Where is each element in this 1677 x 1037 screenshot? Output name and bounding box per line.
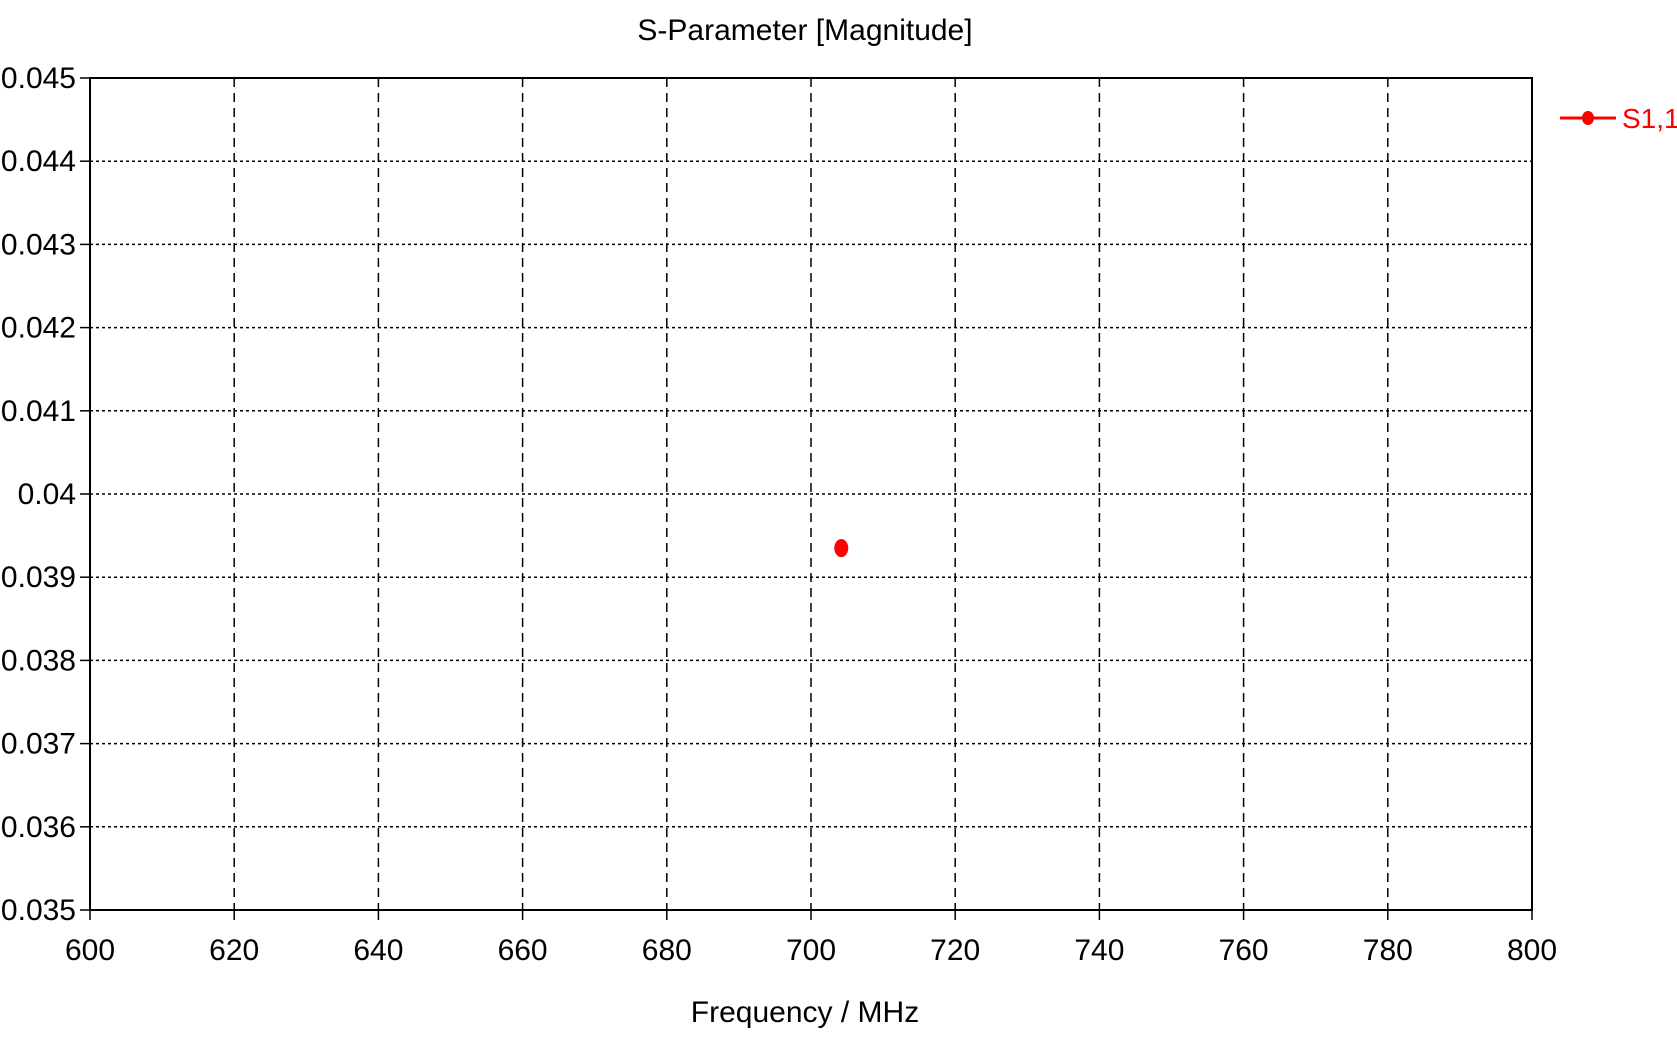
y-tick-label: 0.04 — [18, 478, 76, 511]
legend[interactable]: S1,1 — [1560, 103, 1677, 134]
y-tick-label: 0.038 — [1, 644, 76, 677]
y-tick-label: 0.042 — [1, 312, 76, 345]
x-tick-label: 600 — [65, 934, 115, 967]
y-tick-label: 0.036 — [1, 811, 76, 844]
chart-title: S-Parameter [Magnitude] — [637, 14, 972, 47]
data-point[interactable] — [834, 539, 849, 558]
legend-label: S1,1 — [1622, 103, 1677, 134]
y-tick-label: 0.041 — [1, 395, 76, 428]
x-tick-label: 780 — [1363, 934, 1413, 967]
y-tick-label: 0.045 — [1, 62, 76, 95]
y-axis: 0.035 0.036 0.037 0.038 0.039 0.04 0.041 0.042 0… — [1, 62, 90, 927]
x-tick-label: 660 — [498, 934, 548, 967]
y-tick-label: 0.035 — [1, 894, 76, 927]
x-axis: 600 620 640 660 680 700 720 740 760 780 800 — [65, 910, 1557, 967]
x-tick-label: 720 — [930, 934, 980, 967]
x-tick-label: 640 — [353, 934, 403, 967]
y-tick-label: 0.039 — [1, 561, 76, 594]
grid-lines — [90, 78, 1532, 910]
y-tick-label: 0.037 — [1, 728, 76, 761]
x-tick-label: 680 — [642, 934, 692, 967]
x-tick-label: 700 — [786, 934, 836, 967]
x-tick-label: 740 — [1074, 934, 1124, 967]
x-tick-label: 620 — [209, 934, 259, 967]
series-layer — [834, 539, 849, 558]
y-tick-label: 0.043 — [1, 228, 76, 261]
x-tick-label: 800 — [1507, 934, 1557, 967]
x-axis-label: Frequency / MHz — [691, 996, 919, 1029]
legend-marker — [1582, 111, 1594, 125]
x-tick-label: 760 — [1219, 934, 1269, 967]
y-tick-label: 0.044 — [1, 145, 76, 178]
